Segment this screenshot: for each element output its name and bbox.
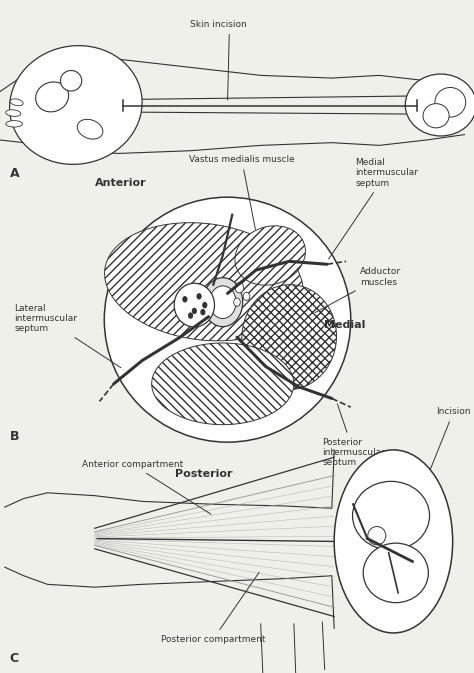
Ellipse shape bbox=[6, 120, 23, 127]
Text: Medial
intermuscular
septum: Medial intermuscular septum bbox=[328, 157, 419, 259]
Circle shape bbox=[210, 286, 236, 318]
Ellipse shape bbox=[105, 223, 303, 341]
Circle shape bbox=[191, 308, 197, 314]
Ellipse shape bbox=[363, 543, 428, 602]
Text: Lateral
intermuscular
septum: Lateral intermuscular septum bbox=[14, 304, 121, 367]
Ellipse shape bbox=[235, 226, 305, 285]
Ellipse shape bbox=[61, 71, 82, 91]
Text: Vastus medialis muscle: Vastus medialis muscle bbox=[189, 155, 295, 229]
Ellipse shape bbox=[353, 481, 429, 550]
Text: Posterior: Posterior bbox=[175, 469, 233, 479]
Ellipse shape bbox=[9, 46, 142, 164]
Ellipse shape bbox=[104, 197, 351, 442]
Circle shape bbox=[200, 309, 205, 315]
Circle shape bbox=[202, 302, 207, 308]
Circle shape bbox=[235, 283, 244, 293]
Circle shape bbox=[203, 278, 243, 326]
Text: Incision: Incision bbox=[430, 407, 471, 470]
Ellipse shape bbox=[10, 99, 23, 106]
Text: A: A bbox=[9, 167, 19, 180]
Ellipse shape bbox=[152, 343, 294, 425]
Text: C: C bbox=[9, 651, 18, 664]
Circle shape bbox=[188, 312, 193, 319]
Text: B: B bbox=[9, 431, 19, 444]
Ellipse shape bbox=[36, 82, 69, 112]
Circle shape bbox=[234, 298, 240, 306]
Ellipse shape bbox=[435, 87, 466, 117]
Ellipse shape bbox=[334, 450, 453, 633]
Text: Anterior: Anterior bbox=[95, 178, 146, 188]
Ellipse shape bbox=[405, 74, 474, 136]
Text: Posterior compartment: Posterior compartment bbox=[161, 572, 265, 643]
Circle shape bbox=[243, 292, 250, 300]
Ellipse shape bbox=[242, 285, 337, 390]
Text: Anterior compartment: Anterior compartment bbox=[82, 460, 211, 514]
Ellipse shape bbox=[174, 283, 214, 327]
Ellipse shape bbox=[423, 104, 449, 128]
Ellipse shape bbox=[368, 526, 386, 545]
Text: Skin incision: Skin incision bbox=[190, 20, 246, 100]
Circle shape bbox=[196, 293, 202, 299]
Ellipse shape bbox=[6, 110, 21, 116]
Text: Adductor
muscles: Adductor muscles bbox=[315, 267, 401, 312]
Text: Medial: Medial bbox=[324, 320, 365, 330]
Ellipse shape bbox=[77, 119, 103, 139]
Circle shape bbox=[182, 296, 187, 302]
Text: Posterior
intermuscular
septum: Posterior intermuscular septum bbox=[322, 404, 385, 468]
